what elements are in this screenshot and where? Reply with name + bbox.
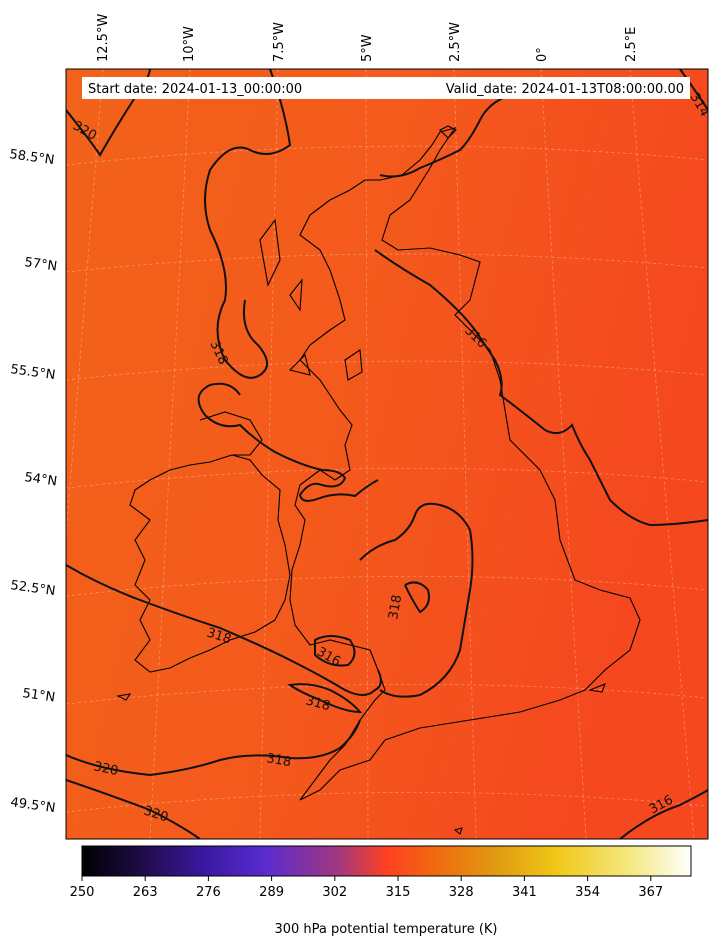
lon-label: 0° <box>535 47 550 62</box>
longitude-labels: 12.5°W 10°W 7.5°W 5°W 2.5°W 0° 2.5°E <box>96 14 639 62</box>
lon-label: 2.5°E <box>624 27 639 62</box>
lat-label: 54°N <box>23 470 58 489</box>
colorbar-label: 300 hPa potential temperature (K) <box>274 922 497 937</box>
colorbar-tick-label: 250 <box>70 885 95 900</box>
info-box: Start date: 2024-01-13_00:00:00 Valid_da… <box>82 77 690 99</box>
contour-label: 320 <box>92 759 119 779</box>
graticule <box>66 69 708 839</box>
colorbar-tick-label: 315 <box>386 885 411 900</box>
contour-label: 320 <box>142 804 170 826</box>
contour-label: 318 <box>386 594 405 621</box>
lat-label: 51°N <box>21 686 56 705</box>
lon-label: 10°W <box>182 26 197 62</box>
valid-date-label: Valid_date: 2024-01-13T08:00:00.00 <box>446 82 684 97</box>
lat-label: 57°N <box>23 255 58 274</box>
colorbar-tick-label: 289 <box>259 885 284 900</box>
info-box-background <box>82 77 690 99</box>
colorbar-tick-label: 263 <box>133 885 158 900</box>
coastlines <box>116 125 641 835</box>
temperature-field <box>66 69 708 839</box>
latitude-labels: 58.5°N 57°N 55.5°N 54°N 52.5°N 51°N 49.5… <box>8 147 58 816</box>
colorbar-tick-label: 302 <box>322 885 347 900</box>
lat-label: 55.5°N <box>9 362 56 383</box>
contour-label: 318 <box>304 693 332 714</box>
colorbar-ticks: 250 263 276 289 302 315 328 341 354 367 <box>70 876 663 900</box>
colorbar-tick-label: 341 <box>512 885 537 900</box>
map-frame <box>65 68 709 840</box>
lat-label: 49.5°N <box>9 795 56 816</box>
colorbar-gradient <box>81 845 692 877</box>
lat-label: 58.5°N <box>8 147 55 168</box>
lon-label: 7.5°W <box>272 22 287 62</box>
lon-label: 5°W <box>360 34 375 62</box>
start-date-label: Start date: 2024-01-13_00:00:00 <box>88 82 302 97</box>
map-panel: 320 314 316 318 318 318 316 318 320 318 … <box>65 68 709 840</box>
colorbar-tick-label: 276 <box>196 885 221 900</box>
lon-label: 12.5°W <box>96 14 111 62</box>
contour-label: 318 <box>205 626 233 648</box>
colorbar: 250 263 276 289 302 315 328 341 354 367 300 hPa p… <box>70 845 692 937</box>
colorbar-tick-label: 367 <box>638 885 663 900</box>
contour-label: 318 <box>265 751 292 770</box>
lat-label: 52.5°N <box>9 578 56 599</box>
colorbar-tick-label: 328 <box>449 885 474 900</box>
colorbar-tick-label: 354 <box>575 885 600 900</box>
lon-label: 2.5°W <box>448 22 463 62</box>
contour-lines <box>66 69 708 839</box>
